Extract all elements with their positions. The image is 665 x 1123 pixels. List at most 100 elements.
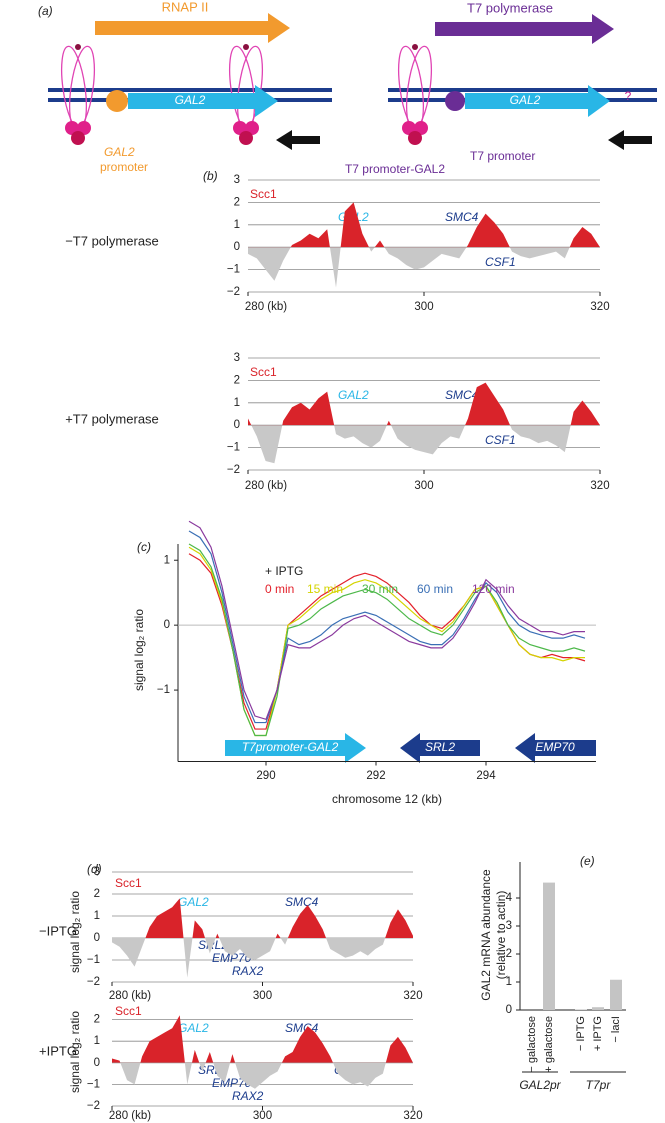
y-tick-label: 2 [506,948,512,960]
y-tick-label: −2 [227,464,240,476]
signal-area-negative [112,938,413,978]
y-tick-label: 1 [94,1035,100,1047]
signal-area-positive [290,202,600,248]
legend-entry: 120 min [472,582,515,596]
x-tick-label: 320 [403,1110,422,1122]
gene-label: GAL2 [510,93,541,107]
condition-label: +T7 polymerase [65,411,159,426]
bar [592,1007,604,1010]
annotation: Scc1 [115,876,142,890]
group-label: T7pr [586,1078,612,1092]
black-arrow [608,130,652,150]
legend-entry: 15 min [307,582,343,596]
gene-arrow [128,85,278,117]
annotation: SMC4 [445,210,479,224]
condition-label: +IPTG [39,1043,77,1058]
promoter-gene: GAL2 [104,145,135,159]
x-tick-label: 294 [476,770,496,782]
signal-area-positive [248,382,600,426]
annotation: RAX2 [232,964,264,978]
category-label: − galactose [526,1016,538,1073]
x-tick-label: 300 [414,301,433,313]
y-tick-label: 0 [164,619,170,631]
y-tick-label: 3 [506,920,512,932]
y-tick-label: 3 [234,352,240,364]
y-tick-label: 0 [234,241,240,253]
y-tick-label: −1 [227,442,240,454]
black-arrow [276,130,320,150]
panel-label: (c) [137,540,151,554]
y-axis-label: signal log₂ ratio [68,891,82,973]
annotation: GAL2 [338,388,369,402]
annotation: Scc1 [250,365,277,379]
y-tick-label: −2 [227,286,240,298]
y-tick-label: 2 [94,888,100,900]
panel-label: (b) [203,169,218,183]
bar [575,1009,587,1010]
x-tick-label: 292 [366,770,385,782]
polymerase-label: T7 polymerase [467,0,553,15]
annotation: SRL2 [198,938,228,952]
series-line [188,520,585,721]
x-tick-label: 300 [253,1110,272,1122]
panel-label: (d) [87,862,102,876]
annotation: GAL2 [178,1021,209,1035]
category-label: + galactose [543,1016,555,1073]
unknown-mark: ? [625,89,632,103]
signal-area-negative [251,425,571,464]
y-tick-label: 1 [234,397,240,409]
x-tick-label: 320 [403,990,422,1002]
annotation: Scc1 [115,1004,142,1018]
x-tick-label: 280 (kb) [109,1110,151,1122]
promoter-label: T7 promoter [470,149,535,163]
promoter-dot [106,90,128,112]
annotation: Scc1 [250,187,277,201]
x-tick-label: 290 [256,770,275,782]
annotation: SMC4 [285,895,319,909]
bar [543,882,555,1010]
legend-title: + IPTG [265,564,303,578]
annotation: T7promoter-GAL2 [242,740,339,754]
y-tick-label: −1 [87,1078,100,1090]
x-tick-label: 320 [590,301,609,313]
promoter-dot [445,91,465,111]
panel-label: (a) [38,4,53,18]
y-tick-label: 3 [94,866,100,878]
legend-entry: 30 min [362,582,398,596]
y-tick-label: 4 [506,892,513,904]
y-tick-label: 1 [164,554,170,566]
y-axis-label: signal log₂ ratio [132,609,146,691]
polymerase-arrow [95,13,290,43]
group-label: GAL2pr [519,1078,561,1092]
promoter-label: promoter [100,160,148,174]
legend-entry: 0 min [265,582,294,596]
signal-area-negative [248,247,600,288]
y-tick-label: −2 [87,976,100,988]
signal-area-positive [112,898,413,938]
y-tick-label: −1 [227,264,240,276]
annotation: SMC4 [445,388,479,402]
gene-arrow [465,85,610,117]
y-tick-label: 1 [234,219,240,231]
series-line [188,543,586,737]
condition-label: −IPTG [39,923,77,938]
x-tick-label: 280 (kb) [109,990,151,1002]
chart-title: T7 promoter-GAL2 [345,162,445,176]
cohesin-head [402,44,428,145]
y-tick-label: 0 [94,1057,100,1069]
y-tick-label: 1 [94,910,100,922]
y-tick-label: 1 [506,976,512,988]
signal-area-positive [112,1015,413,1063]
y-tick-label: −1 [87,954,100,966]
annotation: EMP70 [535,740,575,754]
annotation: CSF1 [485,433,516,447]
polymerase-label: RNAP II [162,0,209,14]
category-label: − IPTG [575,1016,587,1051]
annotation: CSF1 [485,255,516,269]
gene-label: GAL2 [175,93,206,107]
polymerase-arrow [435,14,614,44]
signal-area-negative [120,1062,386,1089]
y-axis-label: signal log₂ ratio [68,1011,82,1093]
legend-entry: 60 min [417,582,453,596]
bar [610,979,622,1010]
